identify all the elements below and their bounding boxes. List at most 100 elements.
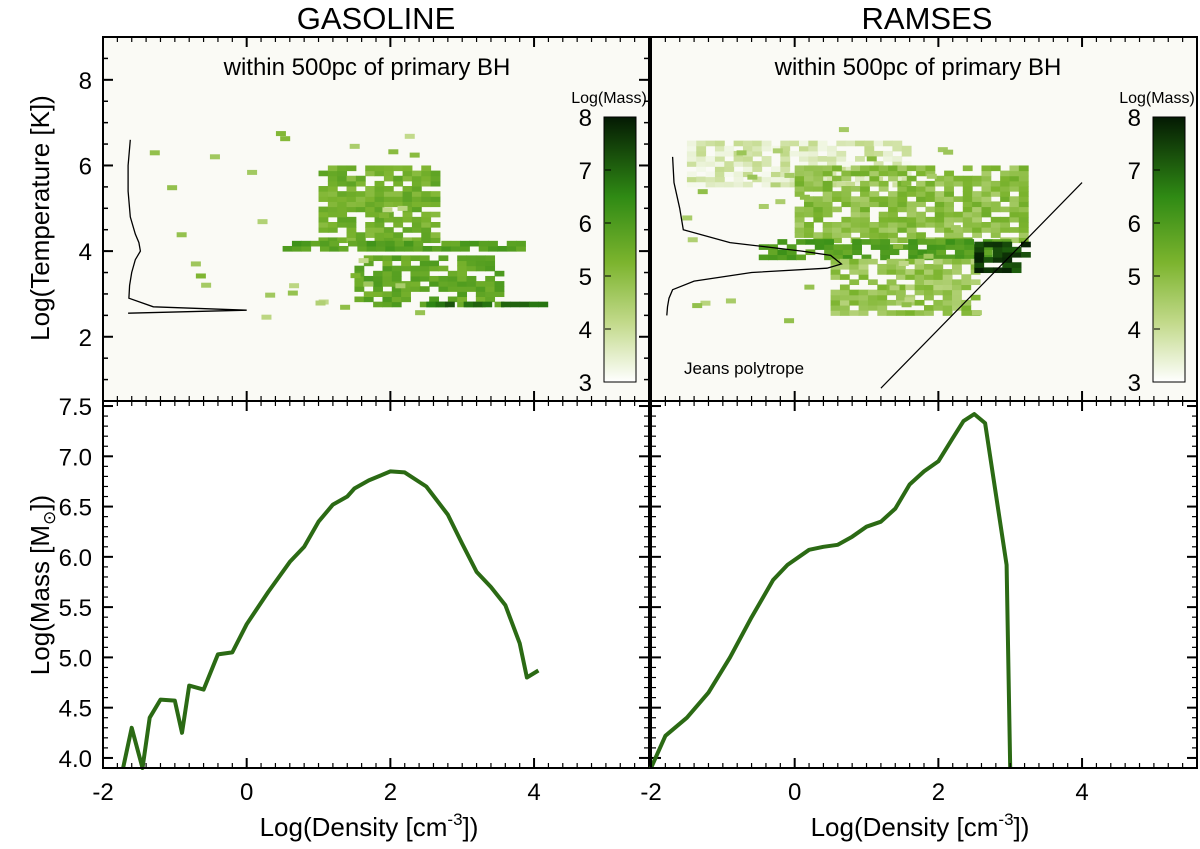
heatmap-cell <box>972 211 982 218</box>
heatmap-cell <box>383 170 394 177</box>
jeans-polytrope-line <box>880 182 1083 389</box>
heatmap-cell <box>346 175 357 182</box>
heatmap-cell <box>287 290 298 296</box>
heatmap-cell <box>411 170 422 177</box>
heatmap-cell <box>804 227 814 233</box>
heatmap-cell <box>435 301 446 308</box>
heatmap-cell <box>892 161 903 167</box>
heatmap-cell <box>149 150 160 156</box>
heatmap-cell <box>822 221 833 228</box>
panel-ramses-mass: -2 0 2 4 <box>640 37 1198 806</box>
mass-curve-ramses <box>649 412 1013 769</box>
heatmap-cell <box>878 221 889 228</box>
heatmap-cell <box>402 196 413 202</box>
heatmap-cell <box>1009 186 1020 192</box>
heatmap-cell <box>432 245 442 252</box>
heatmap-cell <box>813 165 824 172</box>
heatmap-cell <box>419 265 430 272</box>
heatmap-cell <box>374 165 385 172</box>
heatmap-cell <box>953 232 964 238</box>
heatmap-cell <box>752 145 763 152</box>
heatmap-cell <box>327 180 338 187</box>
heatmap-cell <box>775 199 786 205</box>
heatmap-cell <box>275 131 286 137</box>
heatmap-cell <box>780 181 791 188</box>
heatmap-cell <box>318 227 329 233</box>
heatmap-cell <box>742 145 753 152</box>
heatmap-cell <box>770 182 781 188</box>
heatmap-cell <box>419 260 430 267</box>
heatmap-cell <box>888 227 898 233</box>
heatmap-cell <box>836 140 847 147</box>
heatmap-cell <box>772 148 783 154</box>
heatmap-cell <box>895 310 906 316</box>
heatmap-cell <box>404 133 415 139</box>
heatmap-cell <box>883 176 893 183</box>
heatmap-cell <box>430 180 441 187</box>
heatmap-cell <box>924 310 934 316</box>
heatmap-cell <box>944 211 954 218</box>
heatmap-cell <box>933 258 944 265</box>
heatmap-cell <box>696 140 707 147</box>
heatmap-cell <box>444 301 455 308</box>
heatmap-cell <box>914 269 925 275</box>
heatmap-cell <box>397 205 408 211</box>
heatmap-cell <box>460 245 470 252</box>
heatmap-cell <box>852 249 862 256</box>
heatmap-cell <box>374 186 385 192</box>
heatmap-cell <box>878 201 889 208</box>
heatmap-cell <box>700 300 711 306</box>
heatmap-cell <box>337 165 348 172</box>
heatmap-cell <box>804 211 814 218</box>
x-tick-label: 2 <box>932 779 945 806</box>
heatmap-cell <box>402 191 413 197</box>
heatmap-cell <box>777 249 788 256</box>
heatmap-cell <box>1009 180 1020 187</box>
heatmap-cell <box>411 201 422 208</box>
heatmap-cell <box>964 239 975 245</box>
heatmap-cell <box>761 140 772 147</box>
heatmap-cell <box>952 258 962 265</box>
heatmap-cell <box>752 166 763 172</box>
heatmap-cell <box>485 296 496 303</box>
heatmap-cell <box>883 150 893 157</box>
heatmap-cell <box>374 221 385 228</box>
heatmap-cell <box>934 196 945 202</box>
heatmap-cell <box>421 201 432 208</box>
heatmap-cell <box>327 196 338 202</box>
heatmap-cell <box>1011 267 1022 274</box>
heatmap-cell <box>365 201 376 208</box>
heatmap-cell <box>430 211 441 218</box>
heatmap-cell <box>411 180 422 187</box>
heatmap-cell <box>410 255 421 262</box>
heatmap-cell <box>827 161 837 167</box>
heatmap-cell <box>365 221 376 228</box>
heatmap-cell <box>892 156 903 162</box>
heatmap-cell <box>804 180 814 187</box>
heatmap-cell <box>897 216 908 223</box>
heatmap-cell <box>852 244 862 250</box>
heatmap-cell <box>393 201 404 208</box>
heatmap-cell <box>346 232 357 238</box>
heatmap-cell <box>925 165 936 172</box>
heatmap-cell <box>964 249 975 256</box>
heatmap-cell <box>411 237 422 244</box>
heatmap-cell <box>813 196 824 202</box>
heatmap-cell <box>402 170 413 177</box>
heatmap-cell <box>411 191 422 197</box>
heatmap-cell <box>466 265 477 272</box>
heatmap-cell <box>714 150 725 157</box>
heatmap-cell <box>870 244 881 250</box>
heatmap-cell <box>291 245 302 252</box>
heatmap-cell <box>354 281 365 287</box>
heatmap-cell <box>895 289 906 296</box>
heatmap-cell <box>855 176 865 183</box>
heatmap-cell <box>1009 175 1020 182</box>
heatmap-cell <box>421 232 432 238</box>
heatmap-cell <box>1009 206 1020 213</box>
heatmap-cell <box>842 254 853 261</box>
heatmap-cell <box>822 227 833 233</box>
heatmap-cell <box>954 249 965 256</box>
heatmap-cell <box>315 300 326 306</box>
heatmap-cell <box>363 275 374 282</box>
